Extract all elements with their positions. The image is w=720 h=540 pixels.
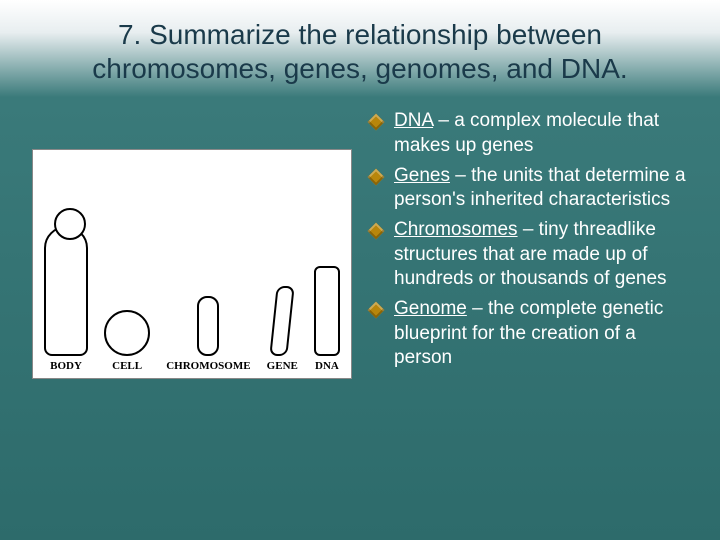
left-column: BODY CELL CHROMOSOME GENE DNA [32, 149, 352, 379]
bullet-text: Genes – the units that determine a perso… [394, 164, 688, 213]
term-dna: DNA [394, 110, 433, 131]
content-row: BODY CELL CHROMOSOME GENE DNA DNA – a co… [28, 109, 692, 379]
slide-title: 7. Summarize the relationship between ch… [28, 18, 692, 85]
diamond-bullet-icon [368, 223, 385, 240]
list-item: DNA – a complex molecule that makes up g… [370, 109, 688, 158]
bullet-text: Chromosomes – tiny threadlike structures… [394, 218, 688, 291]
diagram-label-gene: GENE [267, 360, 298, 372]
list-item: Chromosomes – tiny threadlike structures… [370, 218, 688, 291]
diamond-bullet-icon [368, 168, 385, 185]
list-item: Genome – the complete genetic blueprint … [370, 297, 688, 370]
bullet-list: DNA – a complex molecule that makes up g… [370, 109, 688, 370]
right-column: DNA – a complex molecule that makes up g… [370, 109, 688, 376]
term-genes: Genes [394, 165, 450, 186]
diamond-bullet-icon [368, 114, 385, 131]
diagram-label-body: BODY [50, 360, 82, 372]
term-genome: Genome [394, 298, 467, 319]
diagram-label-chromosome: CHROMOSOME [166, 360, 250, 372]
bullet-text: Genome – the complete genetic blueprint … [394, 297, 688, 370]
definition-dna: – a complex molecule that makes up genes [394, 110, 659, 155]
diagram-label-dna: DNA [315, 360, 339, 372]
diamond-bullet-icon [368, 302, 385, 319]
diagram-label-cell: CELL [112, 360, 142, 372]
term-chromosomes: Chromosomes [394, 219, 518, 240]
bullet-text: DNA – a complex molecule that makes up g… [394, 109, 688, 158]
diagram-image: BODY CELL CHROMOSOME GENE DNA [32, 149, 352, 379]
list-item: Genes – the units that determine a perso… [370, 164, 688, 213]
slide: 7. Summarize the relationship between ch… [0, 0, 720, 540]
